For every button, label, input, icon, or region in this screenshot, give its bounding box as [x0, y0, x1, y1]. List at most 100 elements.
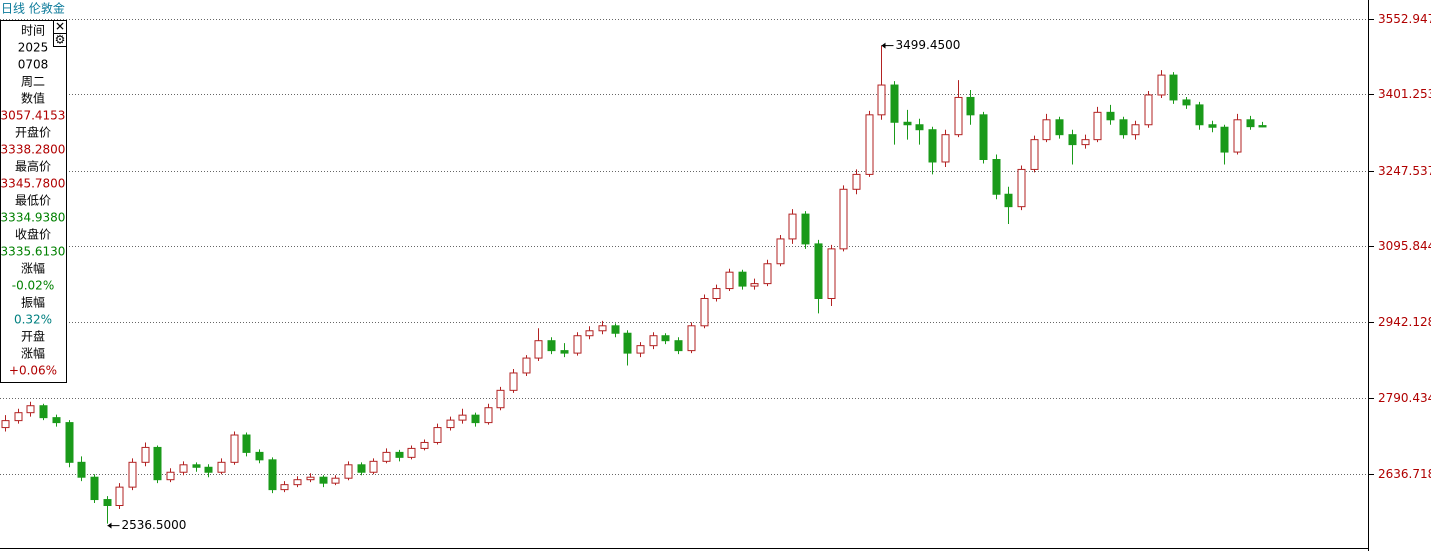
- candle-body: [941, 134, 950, 163]
- annotation-arrow: [881, 42, 886, 49]
- candle-body: [1004, 193, 1013, 208]
- panel-text: 开盘价: [15, 125, 51, 140]
- candle-body: [484, 407, 493, 424]
- candle-body: [153, 446, 162, 481]
- panel-text: 3335.6130: [1, 245, 66, 259]
- candle-body: [1017, 168, 1026, 208]
- candle-body: [738, 271, 747, 287]
- candle-body: [1131, 124, 1140, 136]
- candle-body: [928, 129, 937, 163]
- candle-body: [611, 325, 620, 334]
- candle-body: [496, 389, 505, 409]
- candle-body: [776, 238, 785, 265]
- candle-body: [674, 340, 683, 352]
- panel-text: -0.02%: [12, 279, 54, 293]
- candle-body: [560, 350, 569, 354]
- panel-text: 3057.4153: [1, 109, 66, 123]
- candle-body: [26, 405, 35, 414]
- candle-body: [1030, 139, 1039, 170]
- candle-body: [1, 420, 10, 429]
- candle-body: [204, 466, 213, 473]
- candle-body: [1042, 119, 1051, 141]
- candle-body: [700, 297, 709, 327]
- panel-text: 周二: [21, 75, 45, 89]
- candle-body: [598, 325, 607, 332]
- candle-body: [331, 477, 340, 484]
- candle-body: [280, 484, 289, 491]
- y-tick-label: 2942.128: [1378, 315, 1431, 329]
- panel-text: 涨幅: [21, 346, 45, 361]
- candle-body: [1106, 111, 1115, 121]
- candle-body: [357, 464, 366, 473]
- candle-body: [801, 213, 810, 245]
- candle-body: [522, 357, 531, 374]
- candle-body: [14, 412, 23, 422]
- candle-body: [827, 248, 836, 299]
- panel-text: 时间: [21, 24, 45, 38]
- candle-body: [750, 283, 759, 287]
- candle-body: [852, 173, 861, 190]
- y-tick-label: 2790.434: [1378, 391, 1431, 405]
- header-title: 日线 伦敦金: [1, 1, 65, 16]
- candle-body: [103, 499, 112, 507]
- settings-button[interactable]: [53, 33, 67, 47]
- y-tick-label: 2636.718: [1378, 467, 1431, 481]
- candle-body: [77, 461, 86, 478]
- y-tick-label: 3247.537: [1378, 164, 1431, 178]
- candle-body: [255, 451, 264, 461]
- candle-body: [141, 446, 150, 463]
- candle-body: [865, 114, 874, 175]
- y-tick-label: 3095.844: [1378, 239, 1431, 253]
- candle-body: [1081, 139, 1090, 146]
- candle-body: [661, 335, 670, 342]
- panel-text: 3345.7800: [1, 177, 66, 191]
- candle-body: [623, 332, 632, 354]
- candle-body: [954, 96, 963, 136]
- candle-body: [382, 451, 391, 462]
- candle-body: [839, 188, 848, 250]
- candle-body: [115, 486, 124, 507]
- panel-box: [0, 20, 67, 383]
- candle-body: [458, 414, 467, 421]
- candle-body: [992, 159, 1001, 195]
- candle-body: [39, 405, 48, 419]
- panel-text: 收盘价: [15, 227, 51, 242]
- candle-body: [179, 464, 188, 473]
- candle-body: [1169, 74, 1178, 101]
- panel-text: +0.06%: [9, 364, 57, 378]
- candle-body: [166, 471, 175, 481]
- candle-body: [1144, 94, 1153, 126]
- candle-body: [293, 479, 302, 486]
- candle-body: [1233, 119, 1242, 153]
- candle-body: [344, 464, 353, 479]
- candle-body: [509, 372, 518, 391]
- candle-body: [636, 345, 645, 354]
- annotation-label: 3499.4500: [896, 38, 961, 52]
- candle-body: [395, 451, 404, 458]
- annotation-arrow: [107, 522, 112, 529]
- y-tick-label: 3401.253: [1378, 87, 1431, 101]
- candle-body: [1157, 74, 1166, 96]
- candle-body: [725, 271, 734, 290]
- candle-body: [52, 417, 61, 424]
- panel-text: 2025: [18, 41, 49, 55]
- candle-body: [1208, 124, 1217, 128]
- candle-body: [319, 476, 328, 484]
- candle-body: [90, 476, 99, 501]
- panel-text: 最低价: [15, 194, 51, 208]
- candle-body: [407, 447, 416, 458]
- candle-body: [763, 263, 772, 285]
- candle-body: [649, 335, 658, 347]
- candle-body: [306, 476, 315, 481]
- panel-text: 0708: [18, 58, 49, 72]
- candle-body: [446, 419, 455, 429]
- panel-text: 振幅: [21, 295, 45, 310]
- y-tick-label: 3552.947: [1378, 12, 1431, 26]
- plot: [0, 19, 1374, 529]
- candle-body: [65, 422, 74, 463]
- candle-body: [433, 427, 442, 443]
- candle-body: [788, 213, 797, 240]
